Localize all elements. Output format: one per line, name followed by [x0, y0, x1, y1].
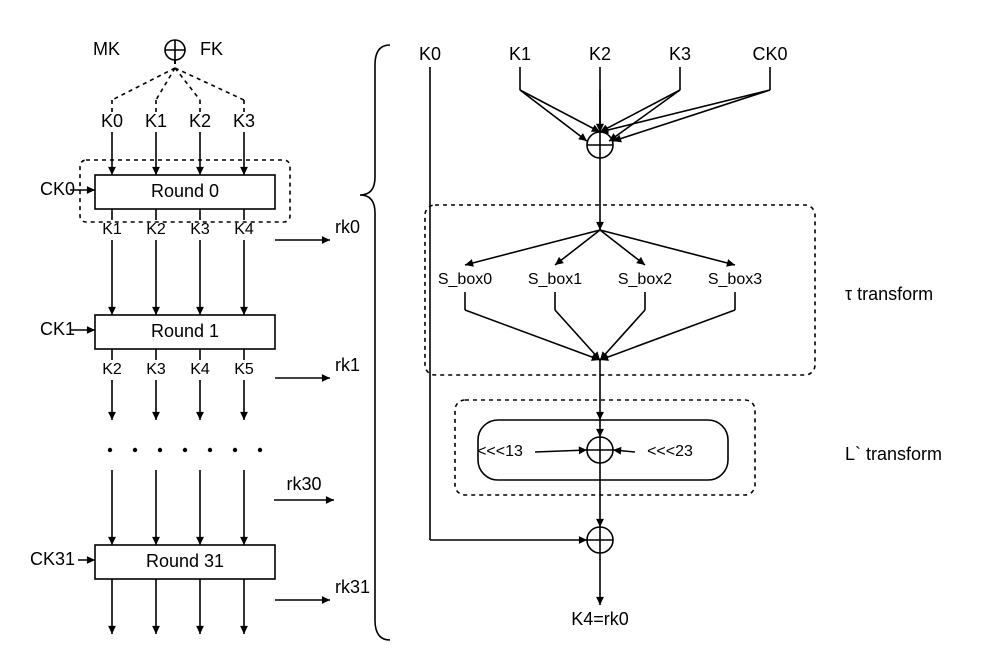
rk31-label: rk31: [335, 577, 370, 597]
arrowhead: [578, 133, 587, 141]
right-input-1: K1: [509, 44, 531, 64]
ellipsis-dot: [183, 448, 187, 452]
round1-out-0: K2: [102, 361, 122, 378]
arrowhead: [240, 537, 248, 545]
k-label-1: K1: [145, 111, 167, 131]
arrowhead: [196, 167, 204, 175]
ellipsis-dot: [258, 448, 262, 452]
arrowhead: [596, 222, 604, 230]
mk-label: MK: [93, 39, 120, 59]
arrowhead: [108, 307, 116, 315]
right-input-0: K0: [419, 44, 441, 64]
arrowhead: [726, 259, 735, 267]
right-input-4: CK0: [752, 44, 787, 64]
ck31-label: CK31: [30, 549, 75, 569]
arrowhead: [240, 626, 248, 634]
arrowhead: [240, 412, 248, 420]
arrowhead: [322, 596, 330, 604]
arrowhead: [196, 412, 204, 420]
arrowhead: [579, 446, 587, 454]
arrowhead: [196, 626, 204, 634]
arrowhead: [87, 326, 95, 334]
merge-3: [600, 90, 680, 132]
arrowhead: [613, 447, 621, 455]
arrowhead: [152, 167, 160, 175]
arrowhead: [108, 537, 116, 545]
fk-label: FK: [200, 39, 223, 59]
arrowhead: [196, 307, 204, 315]
round1-out-1: K3: [146, 361, 166, 378]
ellipsis-dot: [233, 448, 237, 452]
in-to-xor1-1: [520, 90, 587, 141]
arrowhead: [87, 556, 95, 564]
k-label-2: K2: [189, 111, 211, 131]
right-input-2: K2: [589, 44, 611, 64]
arrowhead: [555, 257, 564, 265]
arrowhead: [596, 412, 604, 420]
sbox-merge-3: [600, 310, 735, 360]
arrowhead: [322, 236, 330, 244]
round31-label: Round 31: [146, 551, 224, 571]
arrowhead: [322, 374, 330, 382]
arrowhead: [152, 626, 160, 634]
right-input-3: K3: [669, 44, 691, 64]
arrowhead: [240, 167, 248, 175]
arrowhead: [465, 259, 474, 267]
k-label-0: K0: [101, 111, 123, 131]
tau-box: [425, 205, 815, 375]
tau-label: τ transform: [845, 284, 933, 304]
k-label-3: K3: [233, 111, 255, 131]
arrowhead: [326, 496, 334, 504]
arrowhead: [596, 597, 604, 605]
ellipsis-dot: [208, 448, 212, 452]
merge-1: [520, 90, 600, 132]
arrowhead: [596, 519, 604, 527]
arrowhead: [240, 307, 248, 315]
line: [175, 68, 200, 100]
round1-out-2: K4: [190, 361, 210, 378]
arrowhead: [108, 167, 116, 175]
sbox-0: S_box0: [438, 271, 492, 288]
ck1-label: CK1: [40, 319, 75, 339]
arrowhead: [152, 307, 160, 315]
rk0-label: rk0: [335, 217, 360, 237]
l-label: L` transform: [845, 444, 942, 464]
arrowhead: [636, 257, 645, 265]
ellipsis-dot: [133, 448, 137, 452]
arrowhead: [152, 537, 160, 545]
rk30-label: rk30: [286, 474, 321, 494]
sbox-merge-0: [465, 310, 600, 360]
arrowhead: [108, 626, 116, 634]
arrowhead: [108, 412, 116, 420]
ellipsis-dot: [108, 448, 112, 452]
output-label: K4=rk0: [571, 609, 629, 629]
sbox-3: S_box3: [708, 271, 762, 288]
rk1-label: rk1: [335, 355, 360, 375]
ck0-label: CK0: [40, 179, 75, 199]
shift-left-label: <<<13: [477, 443, 523, 460]
round1-label: Round 1: [151, 321, 219, 341]
ellipsis-dot: [158, 448, 162, 452]
fanout-3: [600, 230, 735, 265]
arrowhead: [579, 536, 587, 544]
merge-4: [600, 90, 770, 132]
arrowhead: [152, 412, 160, 420]
in-to-xor1-4: [613, 90, 770, 141]
round0-out-0: K1: [102, 221, 122, 238]
round0-out-1: K2: [146, 221, 166, 238]
arrowhead: [196, 537, 204, 545]
round1-out-3: K5: [234, 361, 254, 378]
brace-icon: [360, 45, 390, 640]
sbox-1: S_box1: [528, 271, 582, 288]
arrowhead: [87, 186, 95, 194]
round0-out-3: K4: [234, 221, 254, 238]
sbox-2: S_box2: [618, 271, 672, 288]
fanout-0: [465, 230, 600, 265]
arrowhead: [596, 429, 604, 437]
round0-label: Round 0: [151, 181, 219, 201]
shift-right-label: <<<23: [647, 443, 693, 460]
line: [175, 68, 244, 100]
round0-out-2: K3: [190, 221, 210, 238]
